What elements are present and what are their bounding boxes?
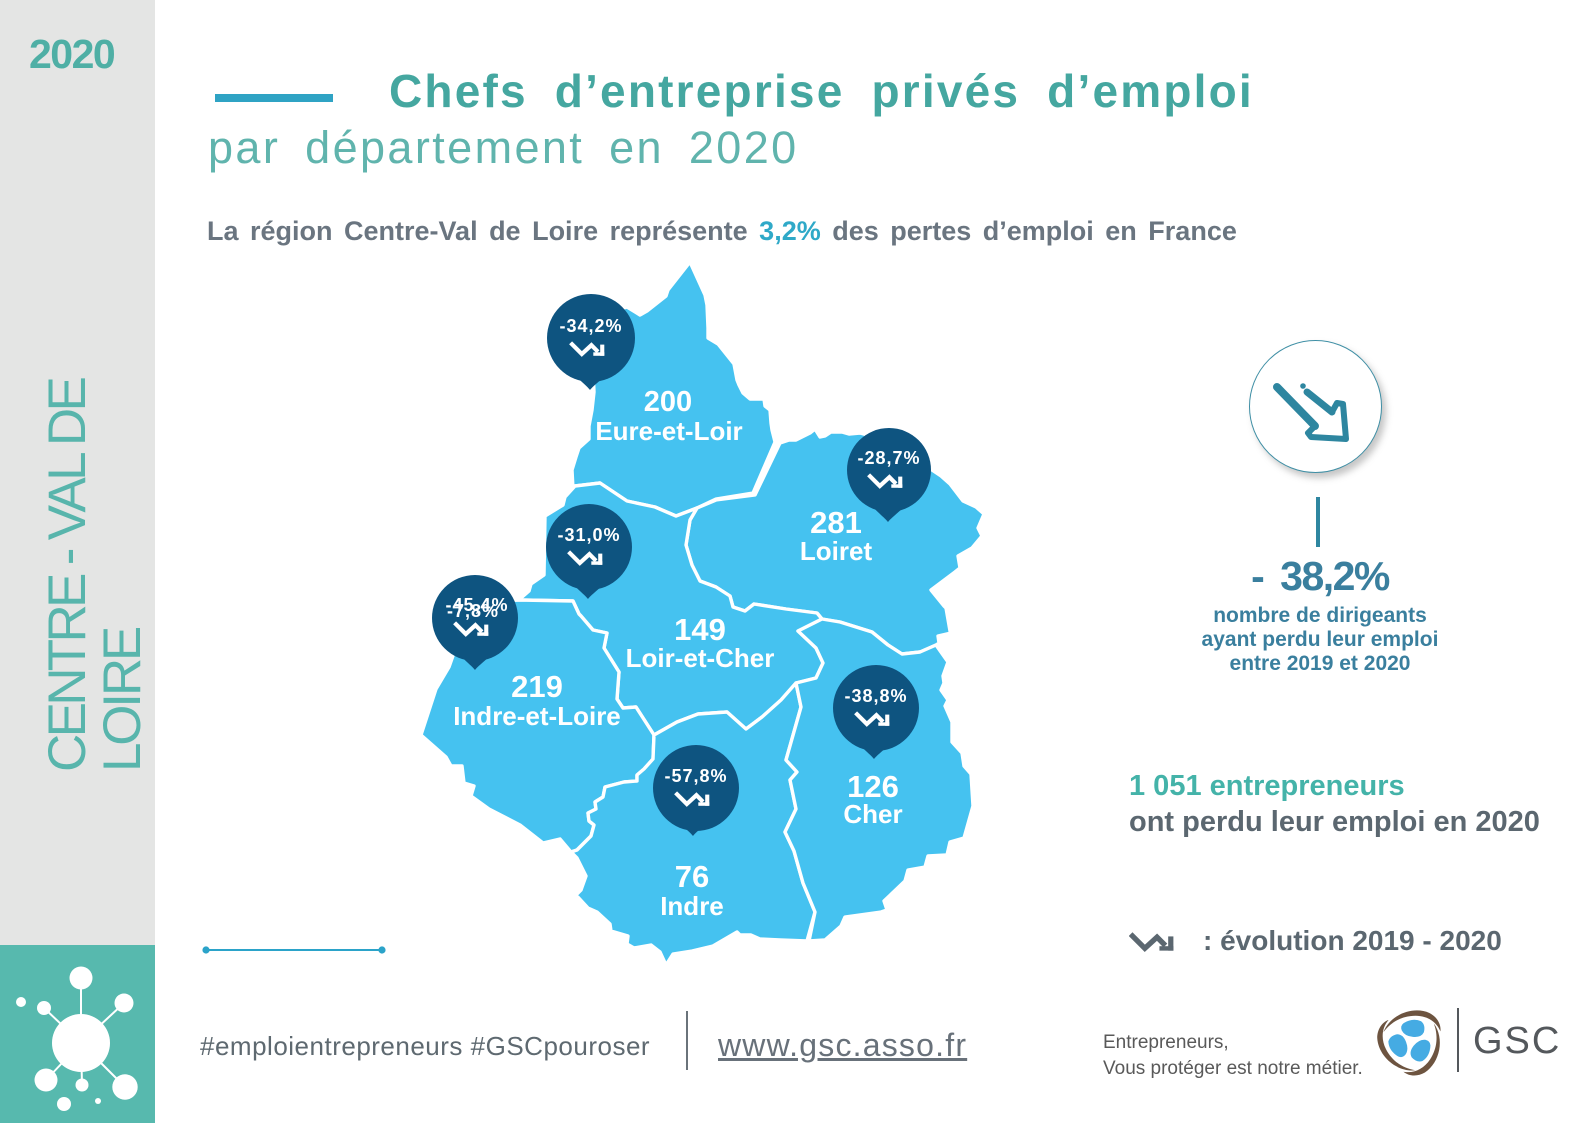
svg-text:Cher: Cher: [843, 799, 902, 829]
svg-text:Loir-et-Cher: Loir-et-Cher: [626, 643, 775, 673]
svg-text:Indre: Indre: [660, 891, 724, 921]
svg-text:126: 126: [847, 769, 899, 804]
svg-text:Indre-et-Loire: Indre-et-Loire: [453, 701, 621, 731]
svg-text:281: 281: [810, 505, 862, 540]
svg-text:-45,4%: -45,4%: [445, 595, 508, 615]
svg-text:-7,8%: -7,8%: [447, 601, 499, 621]
svg-text:200: 200: [644, 386, 692, 418]
svg-text:-34,2%: -34,2%: [559, 316, 622, 336]
svg-text:-31,0%: -31,0%: [557, 525, 620, 545]
svg-text:219: 219: [511, 669, 563, 704]
svg-text:Loiret: Loiret: [800, 536, 873, 566]
svg-text:-28,7%: -28,7%: [857, 448, 920, 468]
svg-text:149: 149: [674, 612, 726, 647]
svg-text:Eure-et-Loir: Eure-et-Loir: [595, 416, 742, 446]
svg-text:-38,8%: -38,8%: [844, 686, 907, 706]
svg-text:-57,8%: -57,8%: [664, 766, 727, 786]
svg-text:76: 76: [675, 859, 709, 894]
